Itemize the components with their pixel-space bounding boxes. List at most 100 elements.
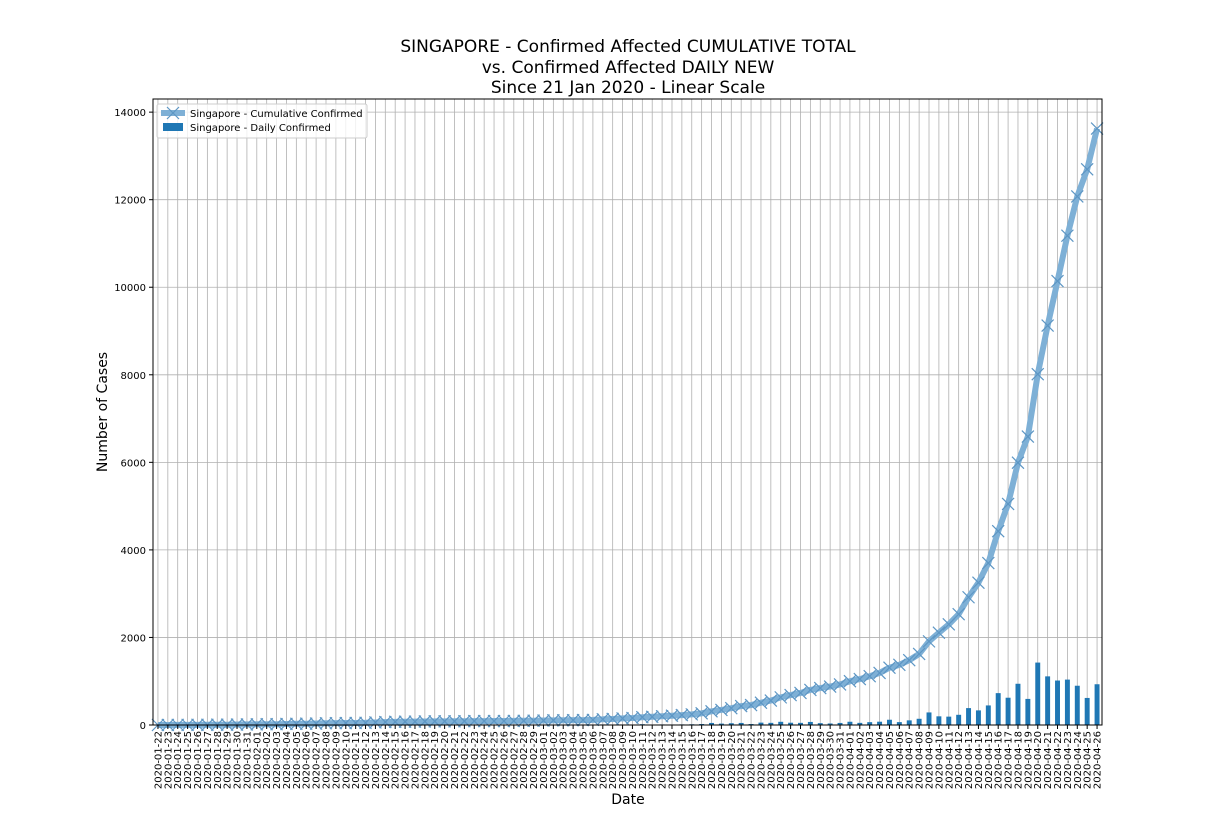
cumulative-point-marker	[635, 710, 649, 724]
cumulative-point-marker	[833, 678, 847, 691]
x-tick-label: 2020-04-04	[875, 731, 886, 789]
x-tick-label: 2020-03-06	[588, 731, 599, 789]
daily-bar	[1084, 697, 1090, 725]
y-tick-label: 6000	[121, 458, 146, 469]
x-tick-label: 2020-01-28	[213, 731, 224, 789]
x-tick-label: 2020-02-02	[262, 731, 273, 789]
daily-bar	[798, 722, 803, 725]
y-tick-label: 4000	[121, 546, 146, 557]
x-tick-label: 2020-03-11	[638, 731, 649, 789]
cumulative-point-marker	[319, 716, 333, 730]
x-tick-label: 2020-03-16	[687, 731, 698, 789]
cumulative-point-marker	[744, 698, 758, 712]
legend-marker-cumulative	[166, 106, 180, 120]
x-tick-label: 2020-04-22	[1053, 731, 1064, 789]
cumulative-point-marker	[645, 710, 659, 724]
x-tick-label: 2020-03-25	[776, 731, 787, 789]
daily-bar	[906, 720, 912, 725]
cumulative-point-marker	[388, 715, 402, 729]
y-tick-label: 12000	[114, 196, 146, 207]
daily-bar	[758, 722, 764, 725]
y-tick-label: 10000	[114, 283, 146, 294]
cumulative-point-marker	[1041, 319, 1055, 332]
x-tick-label: 2020-02-09	[331, 731, 342, 789]
chart-title: SINGAPORE - Confirmed Affected CUMULATIV…	[400, 37, 856, 98]
daily-bar	[718, 723, 724, 725]
cumulative-point-marker	[952, 607, 966, 621]
x-tick-label: 2020-02-08	[321, 731, 332, 789]
cumulative-point-marker	[1001, 497, 1015, 511]
cumulative-point-marker	[566, 713, 580, 727]
x-tick-label: 2020-02-27	[509, 731, 520, 789]
cumulative-point-marker	[606, 712, 620, 726]
daily-bar	[1064, 679, 1070, 725]
x-tick-label: 2020-03-10	[628, 731, 639, 789]
x-axis-label: Date	[611, 792, 644, 808]
cumulative-point-marker	[576, 713, 590, 727]
x-tick-label: 2020-01-24	[173, 731, 184, 789]
x-tick-label: 2020-03-13	[658, 731, 669, 789]
cumulative-point-marker	[1080, 162, 1094, 176]
x-tick-label: 2020-04-08	[915, 731, 926, 789]
cumulative-point-marker	[863, 669, 877, 683]
x-tick-label: 2020-02-17	[410, 731, 421, 789]
daily-bar	[778, 721, 784, 725]
x-tick-label: 2020-02-12	[361, 731, 372, 789]
x-tick-label: 2020-03-17	[697, 731, 708, 789]
legend-box	[156, 103, 368, 139]
cumulative-point-marker	[408, 715, 422, 729]
cumulative-point-marker	[922, 634, 936, 648]
x-tick-label: 2020-04-23	[1063, 731, 1074, 789]
legend-swatch-daily	[163, 123, 183, 131]
y-tick-label: 0	[140, 721, 146, 732]
daily-bar	[837, 722, 843, 725]
x-tick-label: 2020-04-14	[974, 731, 985, 789]
cumulative-point-marker	[378, 715, 392, 729]
daily-bar	[1025, 698, 1031, 725]
daily-bar	[916, 718, 922, 725]
x-tick-label: 2020-02-20	[440, 731, 451, 789]
cumulative-point-marker	[289, 717, 303, 731]
title-line-1: SINGAPORE - Confirmed Affected CUMULATIV…	[400, 37, 856, 57]
cumulative-point-marker	[784, 688, 798, 702]
x-tick-label: 2020-02-04	[282, 731, 293, 789]
daily-bar	[728, 723, 734, 725]
daily-bar	[807, 721, 813, 725]
x-tick-label: 2020-04-09	[925, 731, 936, 789]
daily-bar	[817, 723, 823, 725]
x-tick-label: 2020-03-01	[539, 731, 550, 789]
cumulative-point-marker	[655, 709, 669, 723]
daily-bar	[956, 714, 962, 725]
daily-bar	[748, 723, 754, 725]
cumulative-point-marker	[556, 713, 570, 727]
x-tick-label: 2020-04-15	[984, 731, 995, 789]
cumulative-point-marker	[734, 699, 748, 713]
x-tick-label: 2020-04-21	[1043, 731, 1054, 789]
daily-bar	[867, 722, 873, 725]
cumulative-point-marker	[764, 694, 778, 707]
x-tick-label: 2020-02-26	[499, 731, 510, 789]
plot-frame	[152, 98, 1103, 726]
daily-bar	[985, 705, 991, 725]
daily-bar	[975, 710, 981, 725]
daily-bar	[788, 722, 794, 725]
x-tick-label: 2020-01-27	[203, 731, 214, 789]
x-tick-label: 2020-03-05	[579, 731, 590, 789]
x-tick-label: 2020-02-28	[519, 731, 530, 789]
cumulative-point-marker	[685, 707, 699, 721]
cumulative-point-marker	[546, 713, 560, 727]
x-tick-label: 2020-02-10	[341, 731, 352, 789]
cumulative-point-marker	[892, 658, 906, 672]
cumulative-point-marker	[260, 717, 274, 731]
daily-bar	[857, 722, 863, 725]
x-tick-label: 2020-04-19	[1023, 731, 1034, 789]
x-tick-label: 2020-02-13	[371, 731, 382, 789]
x-tick-label: 2020-03-14	[667, 731, 678, 789]
cumulative-point-marker	[250, 717, 264, 731]
x-tick-label: 2020-02-07	[312, 731, 323, 789]
x-tick-label: 2020-03-28	[806, 731, 817, 789]
x-tick-label: 2020-03-02	[549, 731, 560, 789]
cumulative-point-marker	[368, 716, 382, 729]
cumulative-point-marker	[1070, 189, 1084, 203]
